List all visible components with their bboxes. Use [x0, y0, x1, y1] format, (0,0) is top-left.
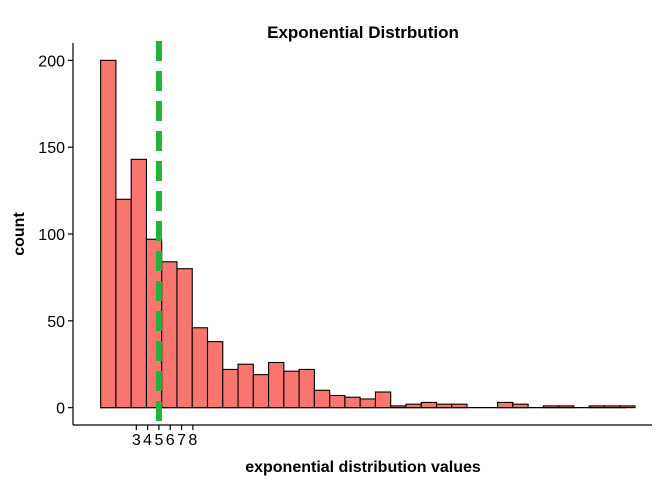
histogram-bar: [100, 59, 117, 409]
histogram-bar: [329, 394, 346, 409]
y-tick-label: 150: [38, 140, 65, 157]
histogram-bar: [497, 401, 514, 409]
histogram-bar: [222, 368, 239, 409]
x-tick-label: 8: [188, 432, 197, 449]
histogram-bar: [420, 401, 438, 409]
histogram-bar: [313, 389, 331, 409]
x-tick-label: 6: [166, 432, 175, 449]
histogram-bar: [268, 361, 285, 409]
x-tick-label: 3: [132, 432, 141, 449]
histogram-bar: [298, 368, 315, 409]
y-axis-label: count: [11, 212, 28, 256]
histogram-bar: [130, 158, 147, 409]
y-tick-label: 100: [38, 227, 65, 244]
histogram-bar: [344, 396, 361, 409]
histogram-bars: [100, 59, 636, 409]
histogram-bar: [115, 198, 132, 409]
y-axis-ticks: 0 50 100 150 200: [38, 53, 73, 418]
histogram-bar: [359, 398, 376, 409]
y-tick-label: 200: [38, 53, 65, 70]
y-tick-label: 0: [56, 401, 65, 418]
histogram-bar: [161, 261, 178, 409]
histogram-bar: [191, 327, 209, 409]
histogram-bar: [176, 268, 193, 409]
histogram-bar: [237, 363, 254, 409]
y-tick-label: 50: [47, 314, 65, 331]
x-tick-label: 4: [143, 432, 152, 449]
chart-title: Exponential Distrbution: [267, 23, 459, 42]
histogram-bar: [619, 405, 636, 409]
histogram-bar: [206, 341, 224, 409]
x-axis-label: exponential distribution values: [245, 459, 481, 476]
histogram-bar: [374, 391, 392, 409]
x-tick-label: 5: [154, 432, 163, 449]
histogram-bar: [283, 370, 300, 409]
x-tick-label: 7: [177, 432, 186, 449]
histogram-bar: [252, 374, 270, 409]
